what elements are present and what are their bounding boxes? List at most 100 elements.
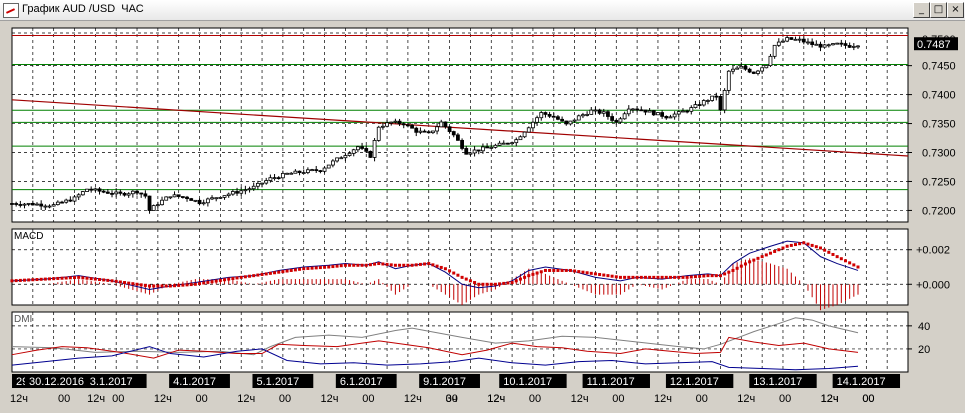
macd-signal-point — [568, 268, 572, 272]
macd-signal-point — [406, 263, 410, 267]
price-tick-label: 0.7400 — [922, 90, 956, 102]
macd-signal-point — [185, 283, 189, 287]
macd-signal-point — [239, 275, 243, 279]
candle-body — [222, 195, 227, 198]
macd-signal-point — [468, 279, 472, 283]
date-label: 30.12.2016 — [29, 376, 84, 388]
candle-body — [364, 148, 369, 152]
candle-body — [130, 190, 135, 195]
candle-body — [822, 44, 827, 48]
candle-body — [97, 188, 102, 192]
chart-area[interactable]: MACD DMI 0.7200 0.7250 0.7300 0.7350 0.7400 0… — [0, 20, 965, 413]
candle-body — [606, 111, 610, 117]
candle-body — [251, 185, 256, 190]
panel-dmi — [11, 311, 909, 373]
close-button[interactable]: × — [947, 2, 964, 18]
macd-signal-point — [327, 265, 331, 269]
candle-body — [297, 170, 302, 173]
macd-signal-point — [252, 274, 256, 278]
macd-signal-point — [210, 280, 214, 284]
candle-body — [280, 172, 285, 179]
macd-signal-point — [443, 267, 447, 271]
macd-signal-point — [835, 255, 839, 259]
macd-signal-point — [618, 275, 622, 279]
macd-signal-point — [77, 275, 81, 279]
macd-signal-point — [693, 275, 697, 279]
candle-body — [506, 142, 510, 145]
macd-signal-point — [110, 279, 114, 283]
hour-label: 12ч — [654, 393, 672, 405]
minimize-button[interactable]: _ — [913, 2, 930, 18]
candle-body — [856, 45, 860, 48]
macd-signal-point — [856, 265, 860, 269]
candle-body — [685, 110, 690, 113]
date-label-box — [25, 374, 100, 388]
macd-signal-point — [156, 284, 160, 288]
macd-signal-point — [173, 284, 177, 288]
candle-body — [531, 121, 535, 129]
macd-signal-point — [731, 268, 735, 272]
macd-signal-point — [410, 263, 414, 267]
date-label: 13.1.2017 — [753, 376, 802, 388]
macd-signal-point — [298, 267, 302, 271]
macd-signal-point — [493, 282, 497, 286]
macd-signal-point — [306, 266, 310, 270]
macd-signal-point — [564, 268, 568, 272]
candle-body — [30, 202, 35, 206]
hour-label: 12ч — [571, 393, 589, 405]
candle-body — [610, 116, 615, 121]
title-bar: График AUD /USD ЧАС _ □ × — [0, 0, 965, 21]
candle-body — [322, 167, 327, 172]
candle-body — [497, 142, 502, 146]
macd-signal-point — [135, 282, 139, 286]
candle-body — [676, 111, 681, 115]
candle-body — [43, 205, 48, 208]
macd-signal-point — [323, 265, 327, 269]
candle-body — [718, 95, 723, 111]
candle-body — [72, 196, 77, 202]
candle-body — [385, 122, 389, 127]
macd-signal-point — [381, 262, 385, 266]
macd-signal-point — [827, 250, 831, 254]
candle-body — [247, 188, 252, 191]
candle-body — [843, 43, 848, 46]
candle-body — [635, 108, 640, 111]
candle-body — [710, 95, 715, 101]
date-label-box — [749, 374, 817, 388]
macd-signal-point — [810, 243, 814, 247]
date-label-box — [169, 374, 230, 388]
candle-body — [355, 146, 360, 151]
macd-signal-point — [710, 274, 714, 278]
macd-signal-point — [277, 270, 281, 274]
macd-signal-point — [806, 242, 810, 246]
candle-body — [535, 117, 539, 123]
candle-body — [235, 191, 239, 194]
candle-body — [460, 139, 464, 149]
date-label-box — [252, 374, 314, 388]
macd-signal-point — [481, 282, 485, 286]
candle-body — [614, 120, 619, 123]
maximize-button[interactable]: □ — [930, 2, 947, 18]
macd-signal-point — [773, 249, 777, 253]
candle-body — [639, 109, 644, 112]
macd-signal-point — [506, 281, 510, 285]
candle-body — [576, 115, 581, 121]
macd-signal-point — [781, 246, 785, 250]
macd-signal-point — [214, 279, 218, 283]
dmi-title: DMI — [14, 314, 32, 325]
macd-signal-point — [814, 245, 818, 249]
macd-signal-point — [627, 275, 631, 279]
macd-signal-point — [360, 263, 364, 267]
hour-label: 12ч — [737, 393, 755, 405]
date-label: 10.1.2017 — [503, 376, 552, 388]
macd-signal-point — [685, 275, 689, 279]
hour-label: 00 — [112, 393, 124, 405]
price-tick-label: 0.7250 — [922, 176, 956, 188]
macd-signal-point — [760, 255, 764, 259]
hour-label: 12ч — [821, 393, 839, 405]
candle-body — [731, 68, 735, 72]
macd-signal-point — [677, 275, 681, 279]
macd-signal-point — [852, 263, 856, 267]
candle-body — [276, 177, 281, 180]
macd-signal-point — [18, 278, 22, 282]
